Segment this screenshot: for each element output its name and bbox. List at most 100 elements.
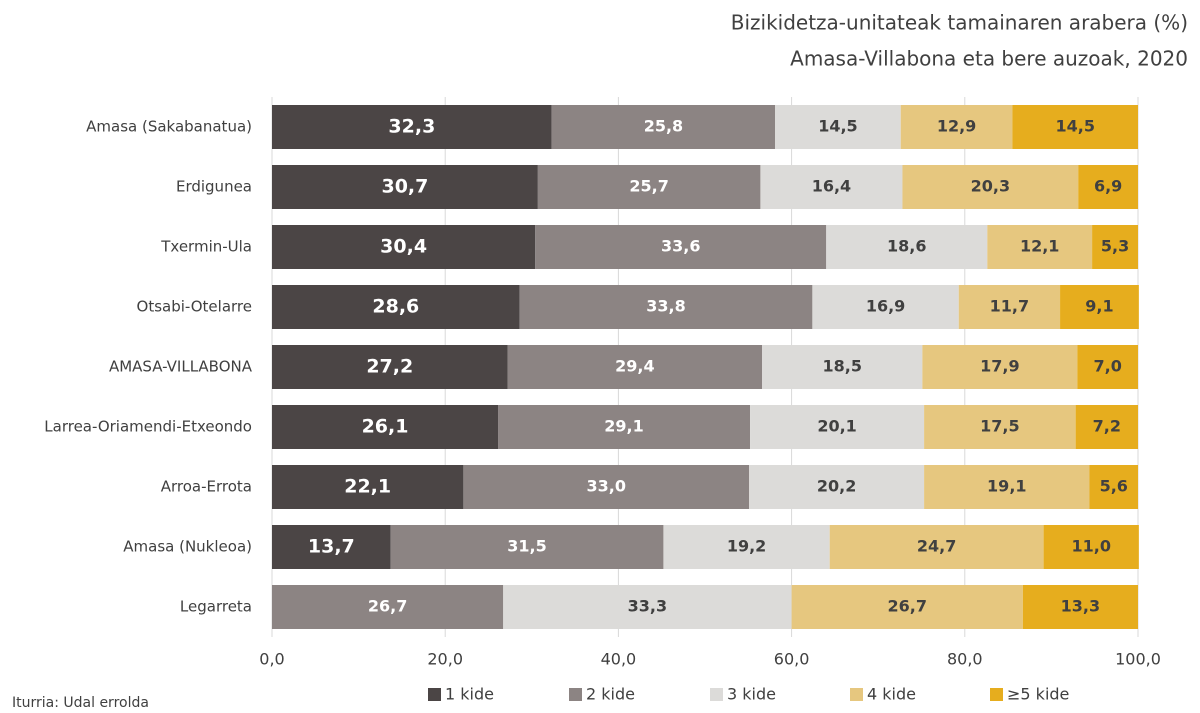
- y-tick-label: Larrea-Oriamendi-Etxeondo: [44, 418, 252, 436]
- bar-segment: [519, 285, 813, 329]
- y-tick-label: Amasa (Sakabanatua): [86, 118, 252, 136]
- data-label: 20,1: [817, 417, 856, 436]
- bar-segment: [760, 165, 903, 209]
- bar-segment: [1089, 465, 1138, 509]
- data-label: 25,8: [644, 117, 683, 136]
- bar-segment: [1092, 225, 1138, 269]
- bar-segment: [272, 225, 536, 269]
- legend-swatch: [569, 688, 582, 701]
- data-label: 17,9: [980, 357, 1019, 376]
- x-tick-label: 20,0: [427, 650, 463, 669]
- bar-segment: [272, 465, 464, 509]
- bar-segment: [902, 165, 1079, 209]
- data-label: 26,1: [362, 416, 409, 438]
- bar-segment: [900, 105, 1013, 149]
- y-tick-label: Arroa-Errota: [161, 478, 252, 496]
- bar-segment: [272, 165, 538, 209]
- bar-segment: [1022, 585, 1138, 629]
- bar-segment: [1075, 405, 1138, 449]
- data-label: 7,2: [1093, 417, 1121, 436]
- data-label: 20,3: [971, 177, 1010, 196]
- x-tick-label: 40,0: [601, 650, 637, 669]
- bar-segment: [272, 525, 391, 569]
- y-tick-label: Erdigunea: [176, 178, 252, 196]
- bar-segment: [463, 465, 750, 509]
- data-label: 6,9: [1094, 177, 1122, 196]
- bar-segment: [272, 405, 499, 449]
- bar-segment: [749, 465, 925, 509]
- data-label: 26,7: [368, 597, 407, 616]
- bar-segment: [775, 105, 901, 149]
- data-label: 20,2: [817, 477, 856, 496]
- bar-segment: [987, 225, 1093, 269]
- y-tick-label: AMASA-VILLABONA: [109, 358, 253, 376]
- data-label: 16,9: [866, 297, 905, 316]
- chart-subtitle: Amasa-Villabona eta bere auzoak, 2020: [790, 47, 1188, 71]
- y-tick-label: Amasa (Nukleoa): [123, 538, 252, 556]
- x-tick-label: 0,0: [259, 650, 284, 669]
- bar-segment: [791, 585, 1023, 629]
- x-tick-label: 100,0: [1115, 650, 1161, 669]
- source: Iturria: Udal errolda: [12, 695, 149, 711]
- y-tick-label: Legarreta: [180, 598, 252, 616]
- legend-swatch: [850, 688, 863, 701]
- bar-segment: [922, 345, 1078, 389]
- legend-swatch: [990, 688, 1003, 701]
- data-label: 26,7: [887, 597, 926, 616]
- bar-segment: [1077, 345, 1138, 389]
- x-tick-label: 80,0: [947, 650, 983, 669]
- data-label: 7,0: [1094, 357, 1122, 376]
- data-label: 29,4: [615, 357, 654, 376]
- data-label: 27,2: [366, 356, 413, 378]
- data-label: 16,4: [812, 177, 851, 196]
- legend-swatch: [428, 688, 441, 701]
- chart-title: Bizikidetza-unitateak tamainaren arabera…: [731, 11, 1188, 35]
- bar-segment: [390, 525, 664, 569]
- y-tick-label: Txermin-Ula: [160, 238, 252, 256]
- data-label: 13,3: [1061, 597, 1100, 616]
- bar-segment: [272, 285, 520, 329]
- bar-segment: [924, 465, 1090, 509]
- legend-label: ≥5 kide: [1007, 685, 1069, 704]
- data-label: 14,5: [1055, 117, 1094, 136]
- data-label: 33,0: [587, 477, 626, 496]
- bar-segment: [1043, 525, 1139, 569]
- bar-segment: [551, 105, 776, 149]
- data-label: 28,6: [372, 296, 419, 318]
- legend-swatch: [710, 688, 723, 701]
- data-label: 11,7: [990, 297, 1029, 316]
- y-tick-label: Otsabi-Otelarre: [137, 298, 252, 316]
- data-label: 18,6: [887, 237, 926, 256]
- data-label: 9,1: [1085, 297, 1113, 316]
- data-label: 14,5: [818, 117, 857, 136]
- x-tick-label: 60,0: [774, 650, 810, 669]
- data-label: 29,1: [604, 417, 643, 436]
- data-label: 22,1: [344, 476, 391, 498]
- data-label: 5,3: [1101, 237, 1129, 256]
- bar-segment: [537, 165, 761, 209]
- data-label: 33,6: [661, 237, 700, 256]
- data-label: 13,7: [308, 536, 355, 558]
- bar-segment: [498, 405, 751, 449]
- legend-label: 2 kide: [586, 685, 635, 704]
- bar-segment: [1078, 165, 1138, 209]
- legend-label: 4 kide: [867, 685, 916, 704]
- data-label: 19,2: [727, 537, 766, 556]
- bar-segment: [762, 345, 923, 389]
- data-label: 18,5: [823, 357, 862, 376]
- bar-segment: [272, 105, 552, 149]
- bar-segment: [663, 525, 830, 569]
- data-label: 17,5: [980, 417, 1019, 436]
- data-label: 12,9: [937, 117, 976, 136]
- data-label: 12,1: [1020, 237, 1059, 256]
- data-label: 33,3: [628, 597, 667, 616]
- bar-segment: [750, 405, 925, 449]
- bar-segment: [272, 585, 504, 629]
- data-label: 19,1: [987, 477, 1026, 496]
- data-label: 31,5: [507, 537, 546, 556]
- data-label: 24,7: [917, 537, 956, 556]
- bar-segment: [507, 345, 763, 389]
- data-label: 5,6: [1100, 477, 1128, 496]
- bar-segment: [829, 525, 1044, 569]
- bar-segment: [958, 285, 1061, 329]
